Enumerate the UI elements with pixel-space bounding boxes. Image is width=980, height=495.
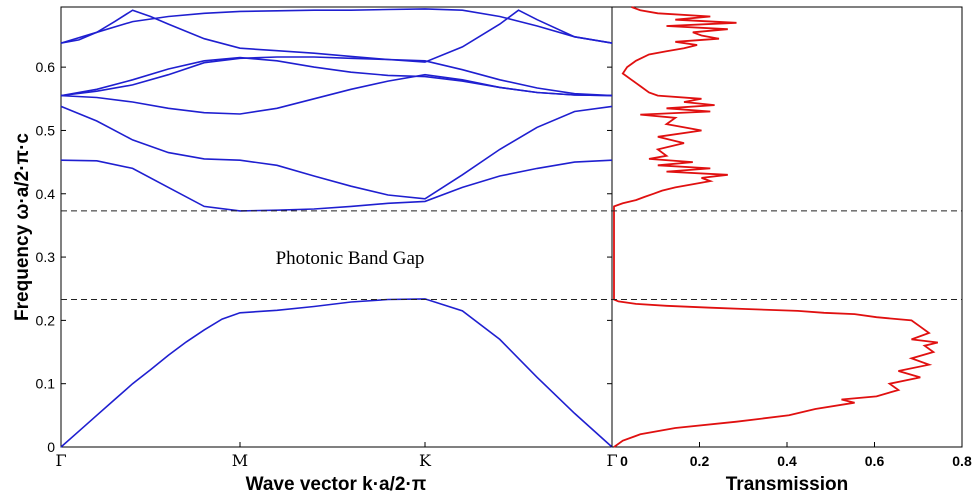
band-curve-3: [60, 105, 613, 200]
band-curve-1: [60, 298, 613, 448]
band-plot-ticks: 0 0.1 0.2 0.3 0.4 0.5 0.6 Γ M K Γ: [36, 59, 618, 470]
transmission-tick-label: 0: [620, 453, 628, 469]
band-curve-8: [60, 9, 613, 63]
transmission-tick-label: 0.4: [777, 453, 797, 469]
band-curve-6: [60, 56, 613, 97]
y-tick-label: 0.2: [36, 312, 56, 328]
transmission-tick-label: 0.2: [690, 453, 710, 469]
band-plot-curves: [60, 8, 613, 448]
symmetry-point-label: M: [232, 451, 248, 470]
y-tick-label: 0.5: [36, 122, 56, 138]
transmission-tick-label: 0.8: [952, 453, 972, 469]
transmission-plot-ticks: 0 0.2 0.4 0.6 0.8: [611, 442, 972, 469]
symmetry-point-label: Γ: [606, 451, 617, 470]
band-plot-frame: [60, 6, 613, 448]
transmission-curve: [613, 6, 939, 448]
symmetry-point-label: K: [419, 451, 432, 470]
y-tick-label: 0.1: [36, 376, 56, 392]
transmission-x-axis-title: Transmission: [726, 474, 849, 495]
y-tick-label: 0.4: [36, 186, 56, 202]
symmetry-point-label: Γ: [55, 451, 66, 470]
band-curve-7: [60, 8, 613, 44]
transmission-plot-frame: [611, 6, 963, 448]
band-curve-2: [60, 159, 613, 212]
y-axis-title: Frequency ω·a/2·π·c: [12, 133, 33, 321]
transmission-plot-curve: [613, 6, 939, 448]
y-tick-label: 0.3: [36, 249, 56, 265]
y-tick-label: 0.6: [36, 59, 56, 75]
band-gap-edges: [61, 210, 962, 300]
transmission-tick-label: 0.6: [865, 453, 885, 469]
band-x-axis-title: Wave vector k·a/2·π: [246, 474, 427, 495]
band-curve-5: [60, 56, 613, 97]
band-gap-annotation: Photonic Band Gap: [276, 248, 425, 269]
y-tick-label: 0: [47, 439, 55, 455]
